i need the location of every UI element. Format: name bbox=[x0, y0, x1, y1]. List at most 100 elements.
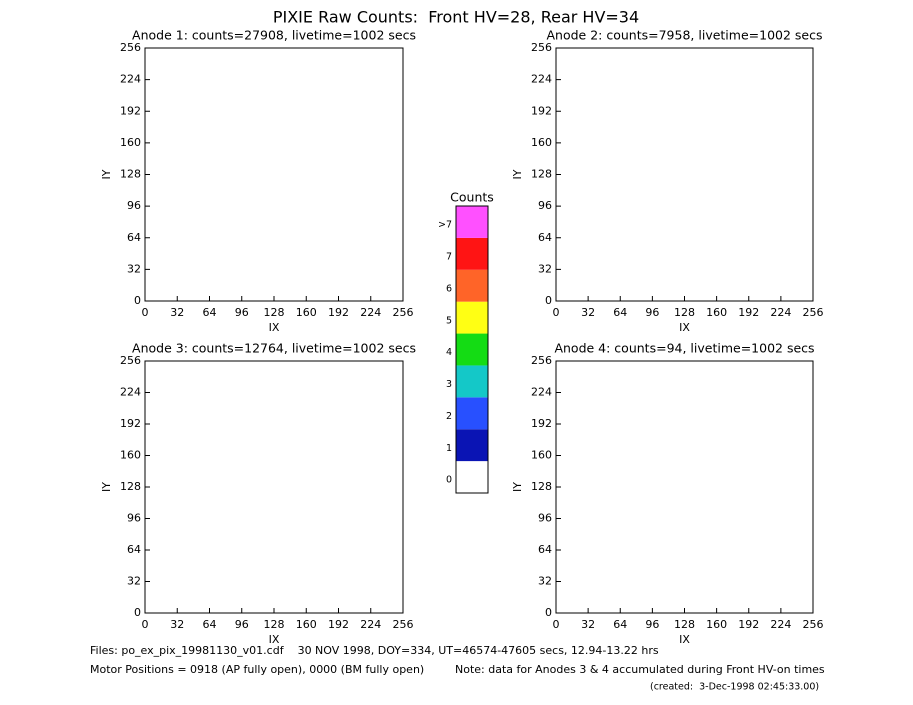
y-tick-label: 192 bbox=[120, 417, 141, 430]
y-tick-label: 32 bbox=[538, 575, 552, 588]
colorbar-swatch bbox=[456, 301, 488, 334]
x-tick-label: 96 bbox=[645, 618, 659, 631]
x-tick-label: 256 bbox=[393, 306, 414, 319]
panel-title: Anode 4: counts=94, livetime=1002 secs bbox=[554, 341, 814, 356]
plot-area bbox=[555, 47, 814, 302]
x-tick-label: 192 bbox=[328, 306, 349, 319]
y-tick-label: 64 bbox=[127, 231, 141, 244]
y-axis-label: IY bbox=[511, 482, 524, 492]
x-tick-label: 224 bbox=[770, 618, 791, 631]
colorbar-label: 4 bbox=[446, 347, 452, 358]
colorbar-label: 2 bbox=[446, 411, 452, 422]
x-tick-label: 0 bbox=[142, 618, 149, 631]
x-tick-label: 192 bbox=[738, 618, 759, 631]
chart-title: PIXIE Raw Counts: Front HV=28, Rear HV=3… bbox=[273, 8, 639, 27]
y-tick-label: 96 bbox=[538, 199, 552, 212]
x-tick-label: 64 bbox=[203, 306, 217, 319]
x-tick-label: 96 bbox=[235, 306, 249, 319]
x-tick-label: 192 bbox=[328, 618, 349, 631]
y-tick-label: 0 bbox=[545, 606, 552, 619]
y-tick-label: 224 bbox=[120, 386, 141, 399]
y-tick-label: 64 bbox=[538, 543, 552, 556]
y-tick-label: 256 bbox=[120, 41, 141, 54]
plot-area bbox=[144, 47, 404, 302]
colorbar-swatch bbox=[456, 365, 488, 398]
y-tick-label: 96 bbox=[538, 512, 552, 525]
y-tick-label: 0 bbox=[134, 294, 141, 307]
x-tick-label: 64 bbox=[203, 618, 217, 631]
y-tick-label: 160 bbox=[120, 136, 141, 149]
y-axis-label: IY bbox=[100, 169, 113, 179]
colorbar-label: 7 bbox=[446, 252, 452, 263]
y-tick-label: 192 bbox=[531, 417, 552, 430]
x-tick-label: 256 bbox=[803, 618, 824, 631]
x-tick-label: 160 bbox=[296, 306, 317, 319]
x-tick-label: 64 bbox=[613, 618, 627, 631]
x-tick-label: 256 bbox=[393, 618, 414, 631]
y-tick-label: 160 bbox=[120, 449, 141, 462]
footer-files: Files: po_ex_pix_19981130_v01.cdf 30 NOV… bbox=[90, 644, 659, 657]
y-tick-label: 224 bbox=[120, 73, 141, 86]
y-axis-label: IY bbox=[100, 482, 113, 492]
x-tick-label: 224 bbox=[360, 306, 381, 319]
x-axis-label: IX bbox=[679, 633, 690, 646]
panel-title: Anode 3: counts=12764, livetime=1002 sec… bbox=[132, 341, 416, 356]
x-tick-label: 32 bbox=[581, 306, 595, 319]
x-tick-label: 128 bbox=[674, 306, 695, 319]
colorbar-swatch bbox=[456, 206, 488, 238]
x-tick-label: 32 bbox=[170, 618, 184, 631]
colorbar-swatch bbox=[456, 333, 488, 366]
x-tick-label: 224 bbox=[360, 618, 381, 631]
y-tick-label: 64 bbox=[538, 231, 552, 244]
colorbar-label: 5 bbox=[446, 315, 452, 326]
y-tick-label: 128 bbox=[531, 480, 552, 493]
x-axis-label: IX bbox=[269, 321, 280, 334]
colorbar-label: 3 bbox=[446, 379, 452, 390]
panel-title: Anode 1: counts=27908, livetime=1002 sec… bbox=[132, 28, 416, 43]
y-axis-label: IY bbox=[511, 169, 524, 179]
colorbar-swatch bbox=[456, 397, 488, 430]
x-tick-label: 160 bbox=[706, 618, 727, 631]
y-tick-label: 128 bbox=[120, 168, 141, 181]
y-tick-label: 192 bbox=[120, 104, 141, 117]
x-axis-label: IX bbox=[269, 633, 280, 646]
x-tick-label: 32 bbox=[170, 306, 184, 319]
y-tick-label: 192 bbox=[531, 104, 552, 117]
y-tick-label: 160 bbox=[531, 449, 552, 462]
colorbar-swatch bbox=[456, 461, 488, 493]
colorbar-label: 1 bbox=[446, 443, 452, 454]
y-tick-label: 32 bbox=[538, 262, 552, 275]
colorbar-frame bbox=[455, 205, 489, 494]
y-tick-label: 32 bbox=[127, 262, 141, 275]
y-tick-label: 128 bbox=[120, 480, 141, 493]
x-tick-label: 0 bbox=[142, 306, 149, 319]
panel-title: Anode 2: counts=7958, livetime=1002 secs bbox=[547, 28, 823, 43]
y-tick-label: 128 bbox=[531, 168, 552, 181]
x-tick-label: 64 bbox=[613, 306, 627, 319]
plot-area bbox=[555, 360, 814, 614]
colorbar-label: 6 bbox=[446, 283, 452, 294]
y-tick-label: 256 bbox=[531, 354, 552, 367]
y-tick-label: 224 bbox=[531, 386, 552, 399]
x-tick-label: 256 bbox=[803, 306, 824, 319]
x-tick-label: 192 bbox=[738, 306, 759, 319]
y-tick-label: 160 bbox=[531, 136, 552, 149]
colorbar-title: Counts bbox=[450, 190, 494, 205]
footer-created: (created: 3-Dec-1998 02:45:33.00) bbox=[650, 682, 819, 693]
x-tick-label: 128 bbox=[264, 306, 285, 319]
x-tick-label: 0 bbox=[553, 306, 560, 319]
x-tick-label: 160 bbox=[706, 306, 727, 319]
x-tick-label: 32 bbox=[581, 618, 595, 631]
x-tick-label: 160 bbox=[296, 618, 317, 631]
y-tick-label: 96 bbox=[127, 199, 141, 212]
colorbar-swatch bbox=[456, 429, 488, 462]
x-tick-label: 96 bbox=[235, 618, 249, 631]
x-tick-label: 224 bbox=[770, 306, 791, 319]
plot-area bbox=[144, 360, 404, 614]
colorbar-label: >7 bbox=[438, 220, 452, 231]
x-tick-label: 96 bbox=[645, 306, 659, 319]
x-tick-label: 0 bbox=[553, 618, 560, 631]
footer-motor: Motor Positions = 0918 (AP fully open), … bbox=[90, 663, 424, 676]
